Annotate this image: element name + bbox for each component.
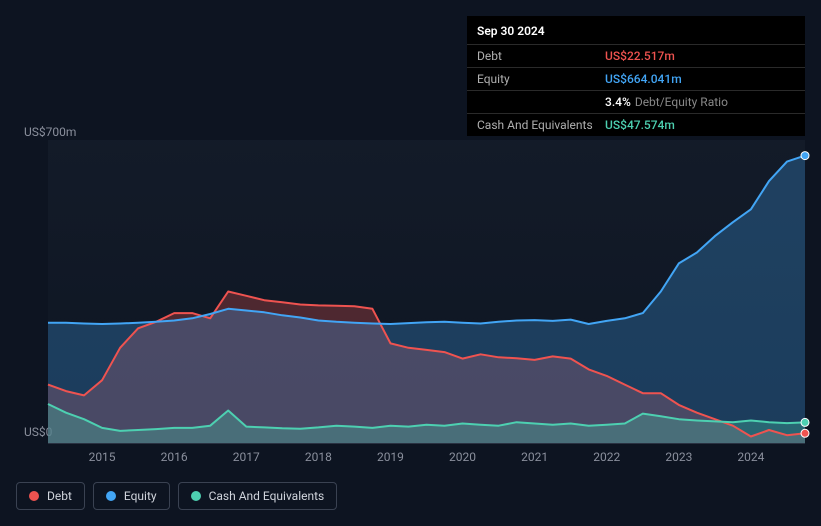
info-row: DebtUS$22.517m <box>467 45 805 68</box>
legend-item-cash[interactable]: Cash And Equivalents <box>178 482 338 510</box>
info-row-label: Debt <box>477 49 605 63</box>
x-axis-tick-label: 2023 <box>665 450 692 464</box>
info-row-suffix: Debt/Equity Ratio <box>635 95 728 109</box>
info-row-value: 3.4%Debt/Equity Ratio <box>605 95 728 109</box>
series-area <box>48 156 805 443</box>
x-axis-tick-label: 2017 <box>233 450 260 464</box>
info-box-date: Sep 30 2024 <box>467 16 805 45</box>
x-axis-labels: 2015 2016 2017 2018 2019 2020 2021 2022 2023 2024 <box>48 450 805 470</box>
x-axis-tick-label: 2021 <box>521 450 548 464</box>
x-axis-tick-label: 2020 <box>449 450 476 464</box>
x-axis-tick-label: 2016 <box>161 450 188 464</box>
info-row-label <box>477 95 605 109</box>
legend-label: Debt <box>47 489 72 503</box>
series-end-marker <box>801 418 809 426</box>
info-box: Sep 30 2024 DebtUS$22.517mEquityUS$664.0… <box>467 16 805 136</box>
legend-item-debt[interactable]: Debt <box>16 482 85 510</box>
legend-label: Equity <box>124 489 157 503</box>
x-axis-tick-label: 2022 <box>593 450 620 464</box>
series-end-marker <box>801 152 809 160</box>
legend: Debt Equity Cash And Equivalents <box>16 482 337 510</box>
info-row-value: US$22.517m <box>605 49 675 63</box>
x-axis-tick-label: 2015 <box>89 450 116 464</box>
info-row: 3.4%Debt/Equity Ratio <box>467 91 805 114</box>
chart-svg <box>48 140 805 443</box>
chart: US$700m US$0 201520162017201820192020202… <box>16 120 805 510</box>
info-row-value: US$664.041m <box>605 72 682 86</box>
legend-dot-icon <box>191 491 201 501</box>
legend-dot-icon <box>106 491 116 501</box>
x-axis-tick-label: 2018 <box>305 450 332 464</box>
x-axis-tick-label: 2019 <box>377 450 404 464</box>
info-row-label: Equity <box>477 72 605 86</box>
plot-area <box>48 140 805 444</box>
legend-item-equity[interactable]: Equity <box>93 482 170 510</box>
y-axis-label-top: US$700m <box>24 125 76 139</box>
series-end-marker <box>801 429 809 437</box>
legend-dot-icon <box>29 491 39 501</box>
info-row: EquityUS$664.041m <box>467 68 805 91</box>
legend-label: Cash And Equivalents <box>209 489 325 503</box>
x-axis-tick-label: 2024 <box>737 450 764 464</box>
